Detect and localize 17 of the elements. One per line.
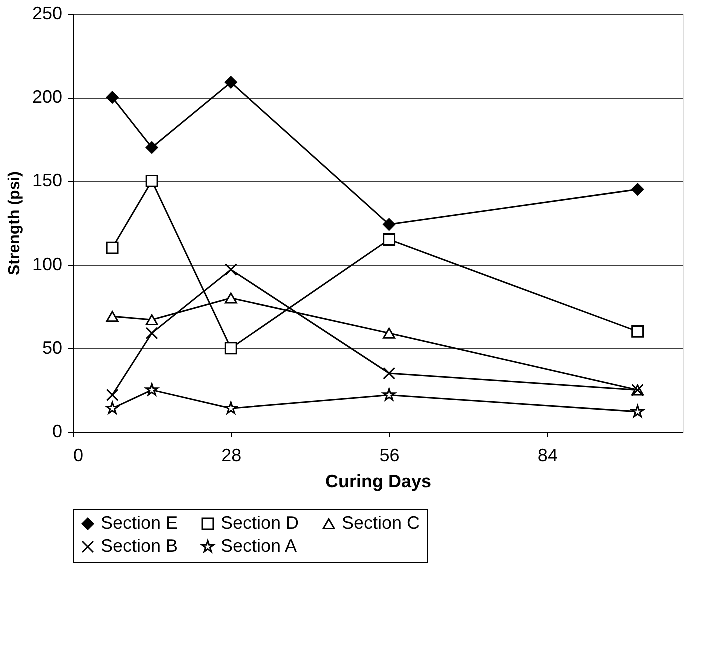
x-tick-label: 28 bbox=[222, 446, 242, 466]
x-tick-label: 0 bbox=[74, 446, 84, 466]
y-tick-label: 150 bbox=[32, 170, 62, 191]
x-tick-label: 84 bbox=[538, 446, 558, 466]
legend-label: Section A bbox=[221, 536, 298, 556]
x-axis-title: Curing Days bbox=[325, 472, 432, 492]
y-tick-label: 250 bbox=[32, 4, 62, 24]
y-tick-label: 100 bbox=[32, 254, 62, 274]
y-tick-label: 50 bbox=[42, 338, 62, 358]
y-tick-label: 200 bbox=[32, 87, 62, 108]
legend-label: Section B bbox=[101, 536, 178, 556]
y-tick-label: 0 bbox=[52, 422, 62, 442]
legend-label: Section C bbox=[342, 513, 420, 533]
y-axis-title: Strength (psi) bbox=[6, 172, 24, 276]
legend-label: Section E bbox=[101, 513, 178, 533]
legend-label: Section D bbox=[221, 513, 300, 533]
x-tick-label: 56 bbox=[380, 446, 400, 466]
